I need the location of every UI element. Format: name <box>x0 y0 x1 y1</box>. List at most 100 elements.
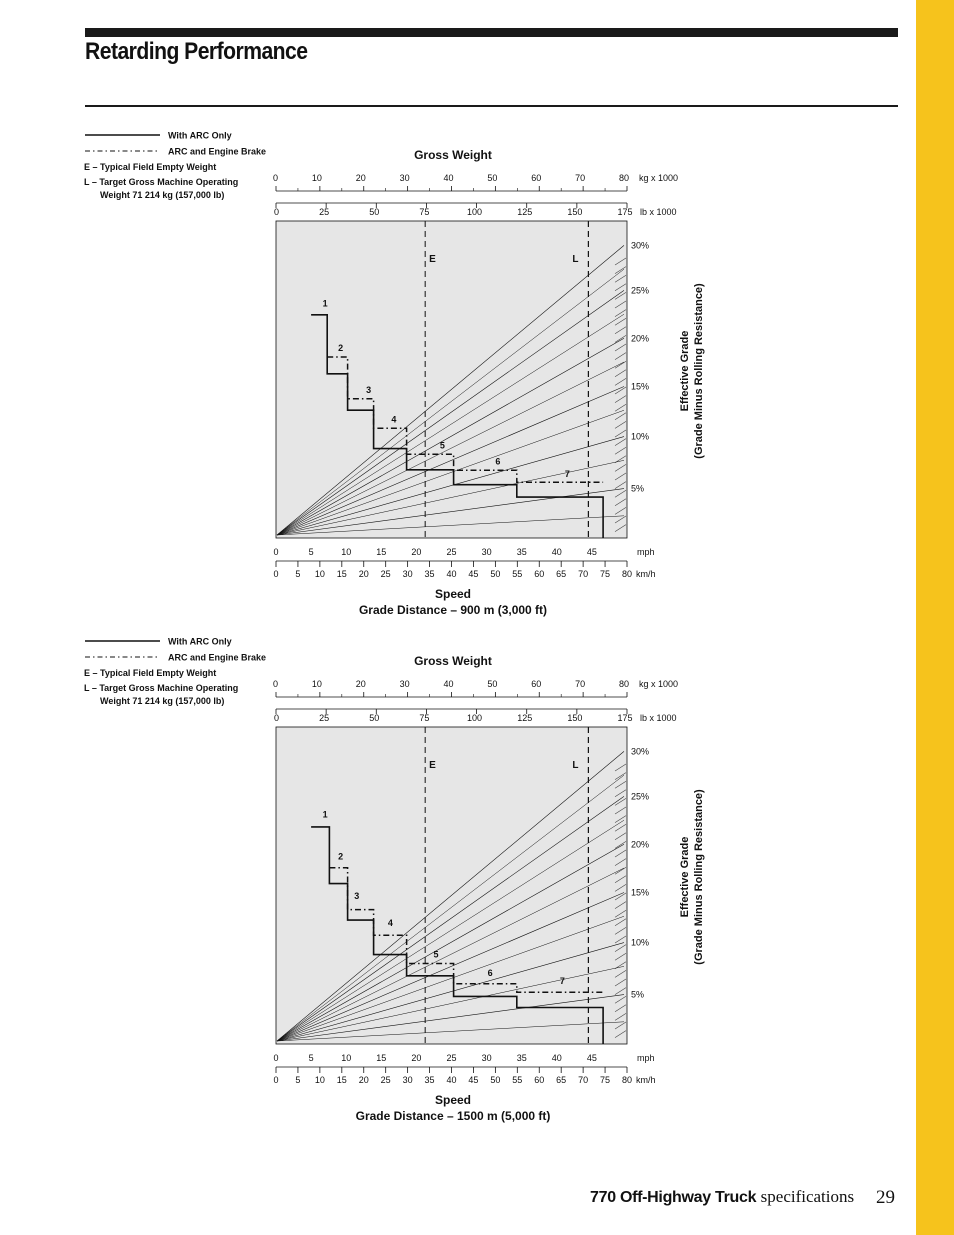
mph-tick-label: 25 <box>446 1053 456 1063</box>
hatch-line <box>614 429 627 438</box>
hatch-line <box>614 489 627 498</box>
kg-tick-label: 60 <box>531 679 541 689</box>
hatch-line <box>614 798 627 806</box>
retarding-chart-1500m: With ARC Only ARC and Engine Brake E – Typ… <box>0 631 916 1131</box>
kmh-tick-label: 10 <box>315 569 325 579</box>
kg-unit: kg x 1000 <box>639 173 678 183</box>
kmh-tick-label: 70 <box>578 1075 588 1085</box>
hatch-line <box>614 343 627 352</box>
kmh-tick-label: 15 <box>337 569 347 579</box>
hatch-line <box>614 978 627 987</box>
series-arc-engine-brake <box>329 866 604 994</box>
mph-tick-label: 35 <box>517 1053 527 1063</box>
gear-label: 5 <box>434 949 439 959</box>
hatch-line <box>614 789 627 798</box>
hatch-line <box>614 360 627 369</box>
kmh-tick-label: 80 <box>622 569 632 579</box>
grade-line-minor <box>276 916 625 1042</box>
lb-tick-label: 125 <box>517 713 532 723</box>
gross-weight-title: Gross Weight <box>414 654 492 668</box>
hatch-line <box>614 806 627 815</box>
mph-unit: mph <box>637 547 655 557</box>
grade-line <box>276 386 625 536</box>
hatch-line <box>614 875 627 884</box>
hatch-line <box>614 446 627 455</box>
lb-tick-label: 50 <box>369 713 379 723</box>
kmh-tick-label: 0 <box>273 1075 278 1085</box>
hatch-line <box>614 944 627 952</box>
kmh-tick-label: 5 <box>295 1075 300 1085</box>
retarding-chart-900m: With ARC Only ARC and Engine Brake E – Typ… <box>0 125 916 625</box>
grade-line <box>276 751 625 1042</box>
kg-tick-label: 70 <box>575 173 585 183</box>
kmh-tick-label: 25 <box>381 1075 391 1085</box>
gear-label: 7 <box>565 469 570 479</box>
gear-label: 4 <box>388 918 393 928</box>
grade-line <box>276 942 625 1042</box>
hatch-line <box>614 780 627 789</box>
grade-label: 5% <box>631 484 644 494</box>
kmh-unit: km/h <box>636 569 656 579</box>
gear-label: 1 <box>323 299 328 309</box>
kg-tick-label: 0 <box>273 679 278 689</box>
legend-dashdot-label: ARC and Engine Brake <box>168 653 266 663</box>
kg-tick-label: 20 <box>356 173 366 183</box>
hatch-line <box>614 369 627 378</box>
hatch-line <box>614 309 627 317</box>
grade-line <box>276 338 625 536</box>
page-number: 29 <box>876 1187 895 1208</box>
kg-tick-label: 50 <box>487 173 497 183</box>
chart-svg: With ARC Only ARC and Engine Brake E – Typ… <box>84 637 705 1124</box>
kg-tick-label: 0 <box>273 173 278 183</box>
hatch-line <box>614 1030 627 1038</box>
grade-line <box>276 488 625 536</box>
lb-tick-label: 25 <box>319 207 329 217</box>
kmh-tick-label: 45 <box>468 1075 478 1085</box>
grade-line <box>276 844 625 1042</box>
grade-line <box>276 796 625 1042</box>
lb-tick-label: 150 <box>567 207 582 217</box>
gear-label: 7 <box>560 976 565 986</box>
mph-tick-label: 20 <box>411 1053 421 1063</box>
hatch-line <box>614 300 627 309</box>
grade-label: 15% <box>631 887 649 897</box>
hatch-line <box>614 927 627 935</box>
lb-tick-label: 25 <box>319 713 329 723</box>
hatch-line <box>614 1021 627 1030</box>
hatch-line <box>614 283 627 292</box>
speed-title: Speed <box>435 1093 471 1107</box>
hatch-line <box>614 815 627 823</box>
kmh-tick-label: 45 <box>468 569 478 579</box>
grade-line <box>276 994 625 1042</box>
lb-tick-label: 125 <box>517 207 532 217</box>
legend-empty-label: E – Typical Field Empty Weight <box>84 668 216 678</box>
legend-solid-label: With ARC Only <box>168 131 232 141</box>
hatch-line <box>614 866 627 875</box>
kmh-tick-label: 70 <box>578 569 588 579</box>
kmh-tick-label: 20 <box>359 1075 369 1085</box>
kmh-tick-label: 65 <box>556 569 566 579</box>
hatch-line <box>614 763 627 772</box>
mph-tick-label: 10 <box>341 1053 351 1063</box>
grade-line <box>276 436 625 536</box>
hatch-line <box>614 952 627 961</box>
grade-label: 20% <box>631 333 649 343</box>
kmh-tick-label: 20 <box>359 569 369 579</box>
mph-tick-label: 15 <box>376 547 386 557</box>
page-title: Retarding Performance <box>85 38 308 65</box>
hatch-line <box>614 438 627 446</box>
grade-label: 10% <box>631 432 649 442</box>
kmh-tick-label: 75 <box>600 569 610 579</box>
grade-label: 10% <box>631 938 649 948</box>
lb-tick-label: 100 <box>467 207 482 217</box>
plot-area <box>275 220 628 539</box>
kmh-tick-label: 60 <box>534 1075 544 1085</box>
lb-tick-label: 50 <box>369 207 379 217</box>
hatch-line <box>614 472 627 481</box>
hatch-line <box>614 507 627 515</box>
hatch-line <box>614 266 627 274</box>
hatch-line <box>614 841 627 849</box>
grade-line-minor <box>276 819 625 1042</box>
lb-tick-label: 100 <box>467 713 482 723</box>
gear-label: 3 <box>366 385 371 395</box>
